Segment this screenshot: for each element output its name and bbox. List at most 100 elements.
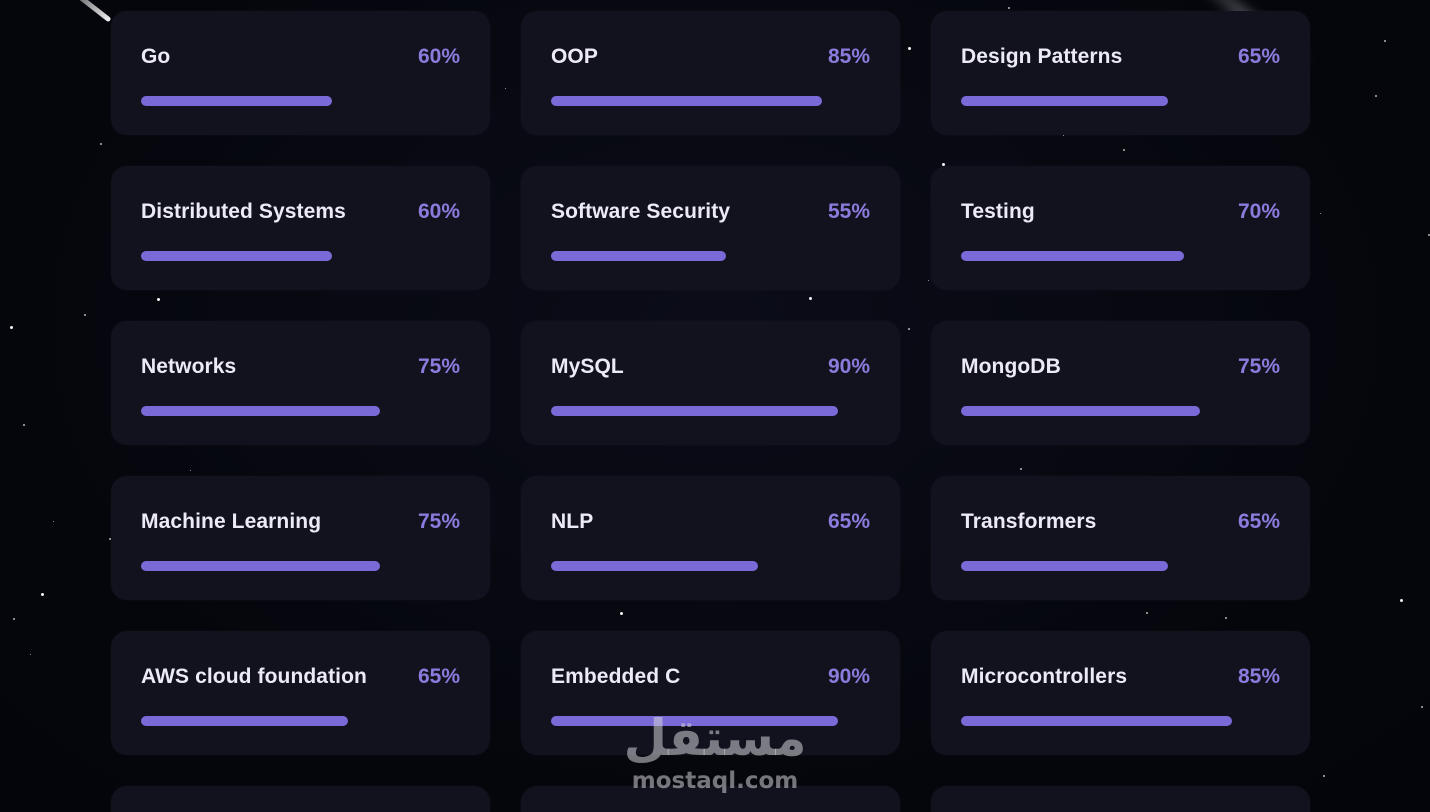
skill-name: NLP — [551, 510, 594, 533]
skill-progress-bar — [961, 561, 1280, 571]
skill-percent: 90% — [827, 665, 870, 688]
skill-percent: 55% — [827, 200, 870, 223]
skills-grid: Go 60% OOP 85% Design Patterns 65% Distributed… — [111, 11, 1310, 812]
skill-card-partial — [521, 786, 900, 812]
skill-card-header: Microcontrollers 85% — [961, 665, 1280, 689]
skill-name: Testing — [961, 200, 1035, 223]
skill-progress-bar — [551, 96, 870, 106]
skill-card-header: Embedded C 90% — [551, 665, 870, 689]
skill-progress-bar — [141, 561, 460, 571]
skill-progress-bar — [141, 716, 460, 726]
skill-card: Testing 70% — [931, 166, 1310, 290]
skill-name: Software Security — [551, 200, 731, 223]
skill-name: Design Patterns — [961, 45, 1123, 68]
skill-card: MongoDB 75% — [931, 321, 1310, 445]
skill-name: OOP — [551, 45, 598, 68]
skill-card: Machine Learning 75% — [111, 476, 490, 600]
shooting-star — [53, 0, 112, 23]
skill-name: Go — [141, 45, 171, 68]
star-dot — [1421, 706, 1423, 708]
skill-card: Networks 75% — [111, 321, 490, 445]
skill-card: Embedded C 90% — [521, 631, 900, 755]
skill-progress-bar — [551, 716, 870, 726]
skill-progress-bar — [551, 251, 870, 261]
skill-card: OOP 85% — [521, 11, 900, 135]
skill-card: Microcontrollers 85% — [931, 631, 1310, 755]
skill-progress-fill — [141, 716, 349, 726]
skill-name: Machine Learning — [141, 510, 322, 533]
skill-card-partial — [111, 786, 490, 812]
skill-progress-bar — [141, 406, 460, 416]
skill-progress-fill — [961, 561, 1169, 571]
skill-card: AWS cloud foundation 65% — [111, 631, 490, 755]
skill-card: Design Patterns 65% — [931, 11, 1310, 135]
star-dot — [1008, 7, 1010, 9]
skill-name: Microcontrollers — [961, 665, 1128, 688]
skill-name: Embedded C — [551, 665, 681, 688]
skill-percent: 65% — [417, 665, 460, 688]
skill-progress-bar — [961, 251, 1280, 261]
skill-percent: 85% — [827, 45, 870, 68]
skill-name: Distributed Systems — [141, 200, 346, 223]
skill-progress-bar — [961, 96, 1280, 106]
skill-card-header: Machine Learning 75% — [141, 510, 460, 534]
skill-card-header: Transformers 65% — [961, 510, 1280, 534]
skill-progress-fill — [551, 251, 727, 261]
skill-progress-bar — [551, 406, 870, 416]
skill-card-header: MySQL 90% — [551, 355, 870, 379]
skill-progress-fill — [551, 716, 839, 726]
skill-progress-fill — [551, 96, 823, 106]
skill-progress-bar — [141, 96, 460, 106]
skill-progress-fill — [551, 561, 759, 571]
skill-progress-bar — [551, 561, 870, 571]
star-dot — [84, 314, 86, 316]
star-dot — [13, 618, 15, 620]
skill-progress-fill — [141, 251, 333, 261]
star-dot — [100, 143, 102, 145]
star-dot — [10, 326, 13, 329]
skill-percent: 85% — [1237, 665, 1280, 688]
skill-percent: 60% — [417, 45, 460, 68]
skill-progress-bar — [961, 406, 1280, 416]
skill-card-header: NLP 65% — [551, 510, 870, 534]
skill-percent: 65% — [1237, 45, 1280, 68]
skill-card: Transformers 65% — [931, 476, 1310, 600]
skill-progress-fill — [141, 561, 381, 571]
skill-progress-fill — [961, 96, 1169, 106]
skill-name: AWS cloud foundation — [141, 665, 367, 688]
skill-card: MySQL 90% — [521, 321, 900, 445]
skill-name: MySQL — [551, 355, 624, 378]
star-dot — [1400, 599, 1403, 602]
skill-card-header: Testing 70% — [961, 200, 1280, 224]
skill-card-partial — [931, 786, 1310, 812]
skill-name: Networks — [141, 355, 237, 378]
skill-card-header: MongoDB 75% — [961, 355, 1280, 379]
skill-percent: 90% — [827, 355, 870, 378]
star-dot — [53, 521, 54, 522]
skill-card-header: Go 60% — [141, 45, 460, 69]
star-dot — [1323, 775, 1325, 777]
skill-percent: 75% — [1237, 355, 1280, 378]
star-dot — [41, 593, 44, 596]
skill-progress-fill — [961, 406, 1201, 416]
skill-card: Distributed Systems 60% — [111, 166, 490, 290]
skill-progress-fill — [551, 406, 839, 416]
skill-progress-fill — [141, 96, 333, 106]
skill-percent: 75% — [417, 510, 460, 533]
skill-percent: 65% — [1237, 510, 1280, 533]
skill-progress-fill — [961, 251, 1185, 261]
skill-percent: 60% — [417, 200, 460, 223]
skill-card: NLP 65% — [521, 476, 900, 600]
skill-card-header: AWS cloud foundation 65% — [141, 665, 460, 689]
skill-name: Transformers — [961, 510, 1097, 533]
skill-percent: 70% — [1237, 200, 1280, 223]
star-dot — [23, 424, 25, 426]
skill-card: Go 60% — [111, 11, 490, 135]
skill-card: Software Security 55% — [521, 166, 900, 290]
star-dot — [1320, 213, 1321, 214]
skill-name: MongoDB — [961, 355, 1061, 378]
skill-progress-bar — [961, 716, 1280, 726]
skill-progress-fill — [961, 716, 1233, 726]
skill-card-header: OOP 85% — [551, 45, 870, 69]
